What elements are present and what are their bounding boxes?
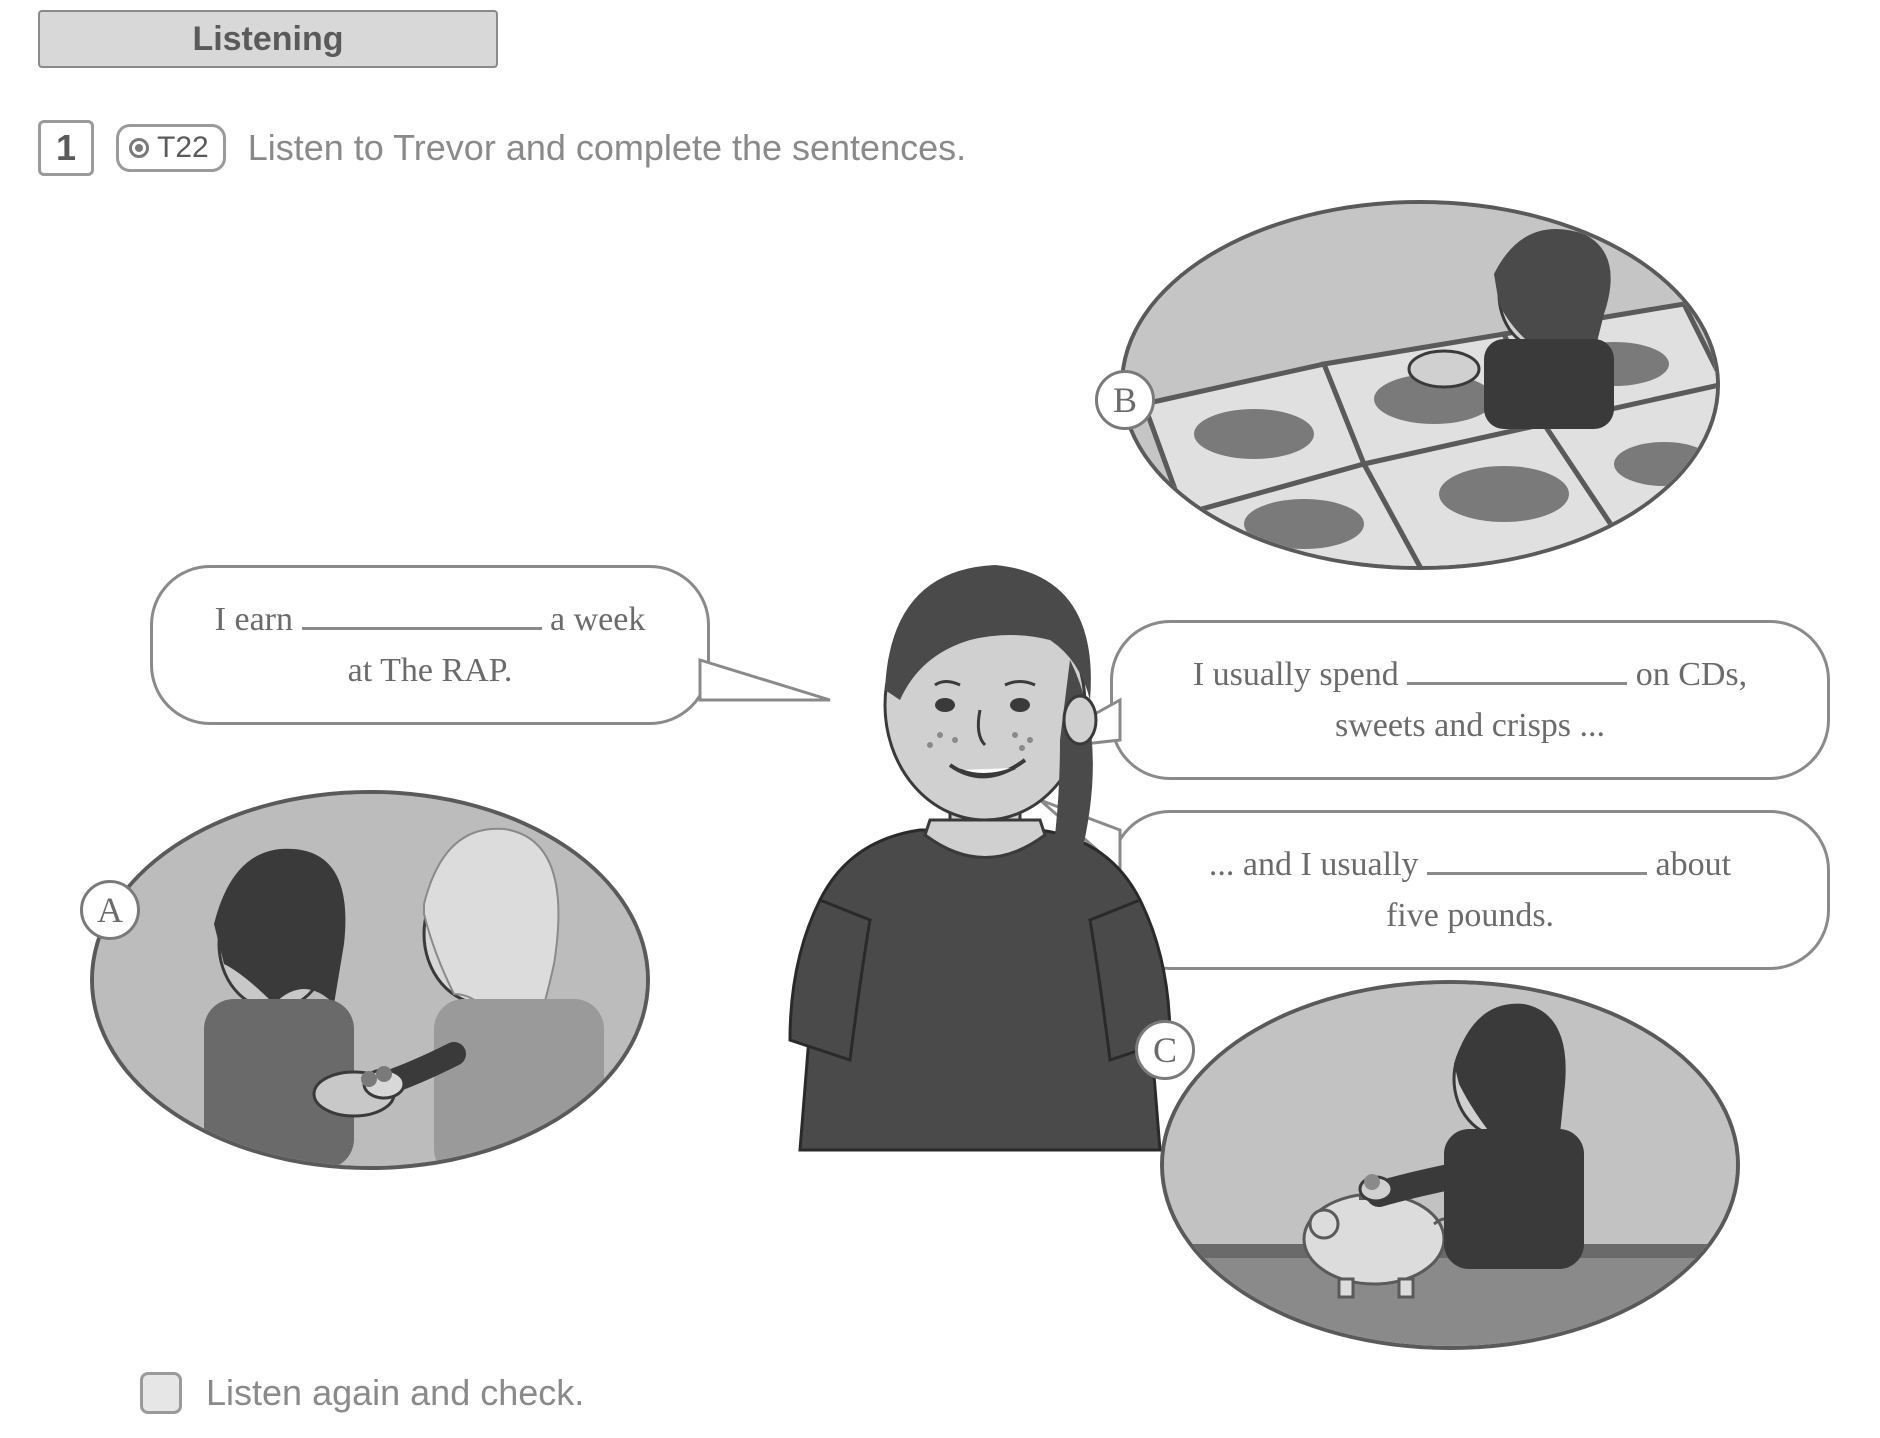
listen-again-text: Listen again and check. [206, 1372, 584, 1414]
illustration-a [90, 790, 650, 1170]
track-label: T22 [157, 131, 209, 165]
speech-bubble-1: I earn a week at The RAP. [150, 565, 710, 725]
bullet-icon [140, 1372, 182, 1414]
blank-2[interactable] [1407, 679, 1627, 685]
illustration-c [1160, 980, 1740, 1350]
illustration-a-svg [94, 794, 650, 1170]
listening-header: Listening [38, 10, 498, 68]
exercise-instruction: Listen to Trevor and complete the senten… [248, 127, 966, 169]
bubble1-line2: at The RAP. [193, 645, 667, 696]
label-b: B [1095, 370, 1155, 430]
speech-bubble-2: I usually spend on CDs, sweets and crisp… [1110, 620, 1830, 780]
audio-track-chip[interactable]: T22 [116, 124, 226, 172]
label-b-text: B [1113, 379, 1137, 421]
blank-3[interactable] [1427, 869, 1647, 875]
bubble1-post: a week [550, 601, 645, 638]
audio-record-icon [129, 138, 149, 158]
bubble3-pre: ... and I usually [1209, 846, 1427, 883]
label-a: A [80, 880, 140, 940]
bubble1-pre: I earn [215, 601, 302, 638]
illustration-c-svg [1164, 984, 1740, 1350]
bubble3-line2: five pounds. [1153, 890, 1787, 941]
bubble2-line2: sweets and crisps ... [1153, 700, 1787, 751]
illustration-center [760, 540, 1200, 1160]
center-person-svg [760, 540, 1200, 1160]
blank-1[interactable] [302, 624, 542, 630]
illustration-b-svg [1124, 204, 1720, 570]
bubble2-pre: I usually spend [1193, 656, 1407, 693]
label-c-text: C [1153, 1029, 1177, 1071]
bubble3-line1: ... and I usually about [1153, 839, 1787, 890]
bubble1-line1: I earn a week [193, 594, 667, 645]
label-a-text: A [97, 889, 123, 931]
speech-bubble-3: ... and I usually about five pounds. [1110, 810, 1830, 970]
listening-title: Listening [192, 20, 343, 59]
exercise-number-box: 1 [38, 120, 94, 176]
illustration-b [1120, 200, 1720, 570]
bubble2-line1: I usually spend on CDs, [1153, 649, 1787, 700]
bubble2-post: on CDs, [1636, 656, 1747, 693]
exercise-row: 1 T22 Listen to Trevor and complete the … [38, 120, 966, 176]
label-c: C [1135, 1020, 1195, 1080]
exercise-number: 1 [56, 127, 76, 169]
listen-again-row: Listen again and check. [140, 1372, 584, 1414]
bubble3-post: about [1656, 846, 1732, 883]
